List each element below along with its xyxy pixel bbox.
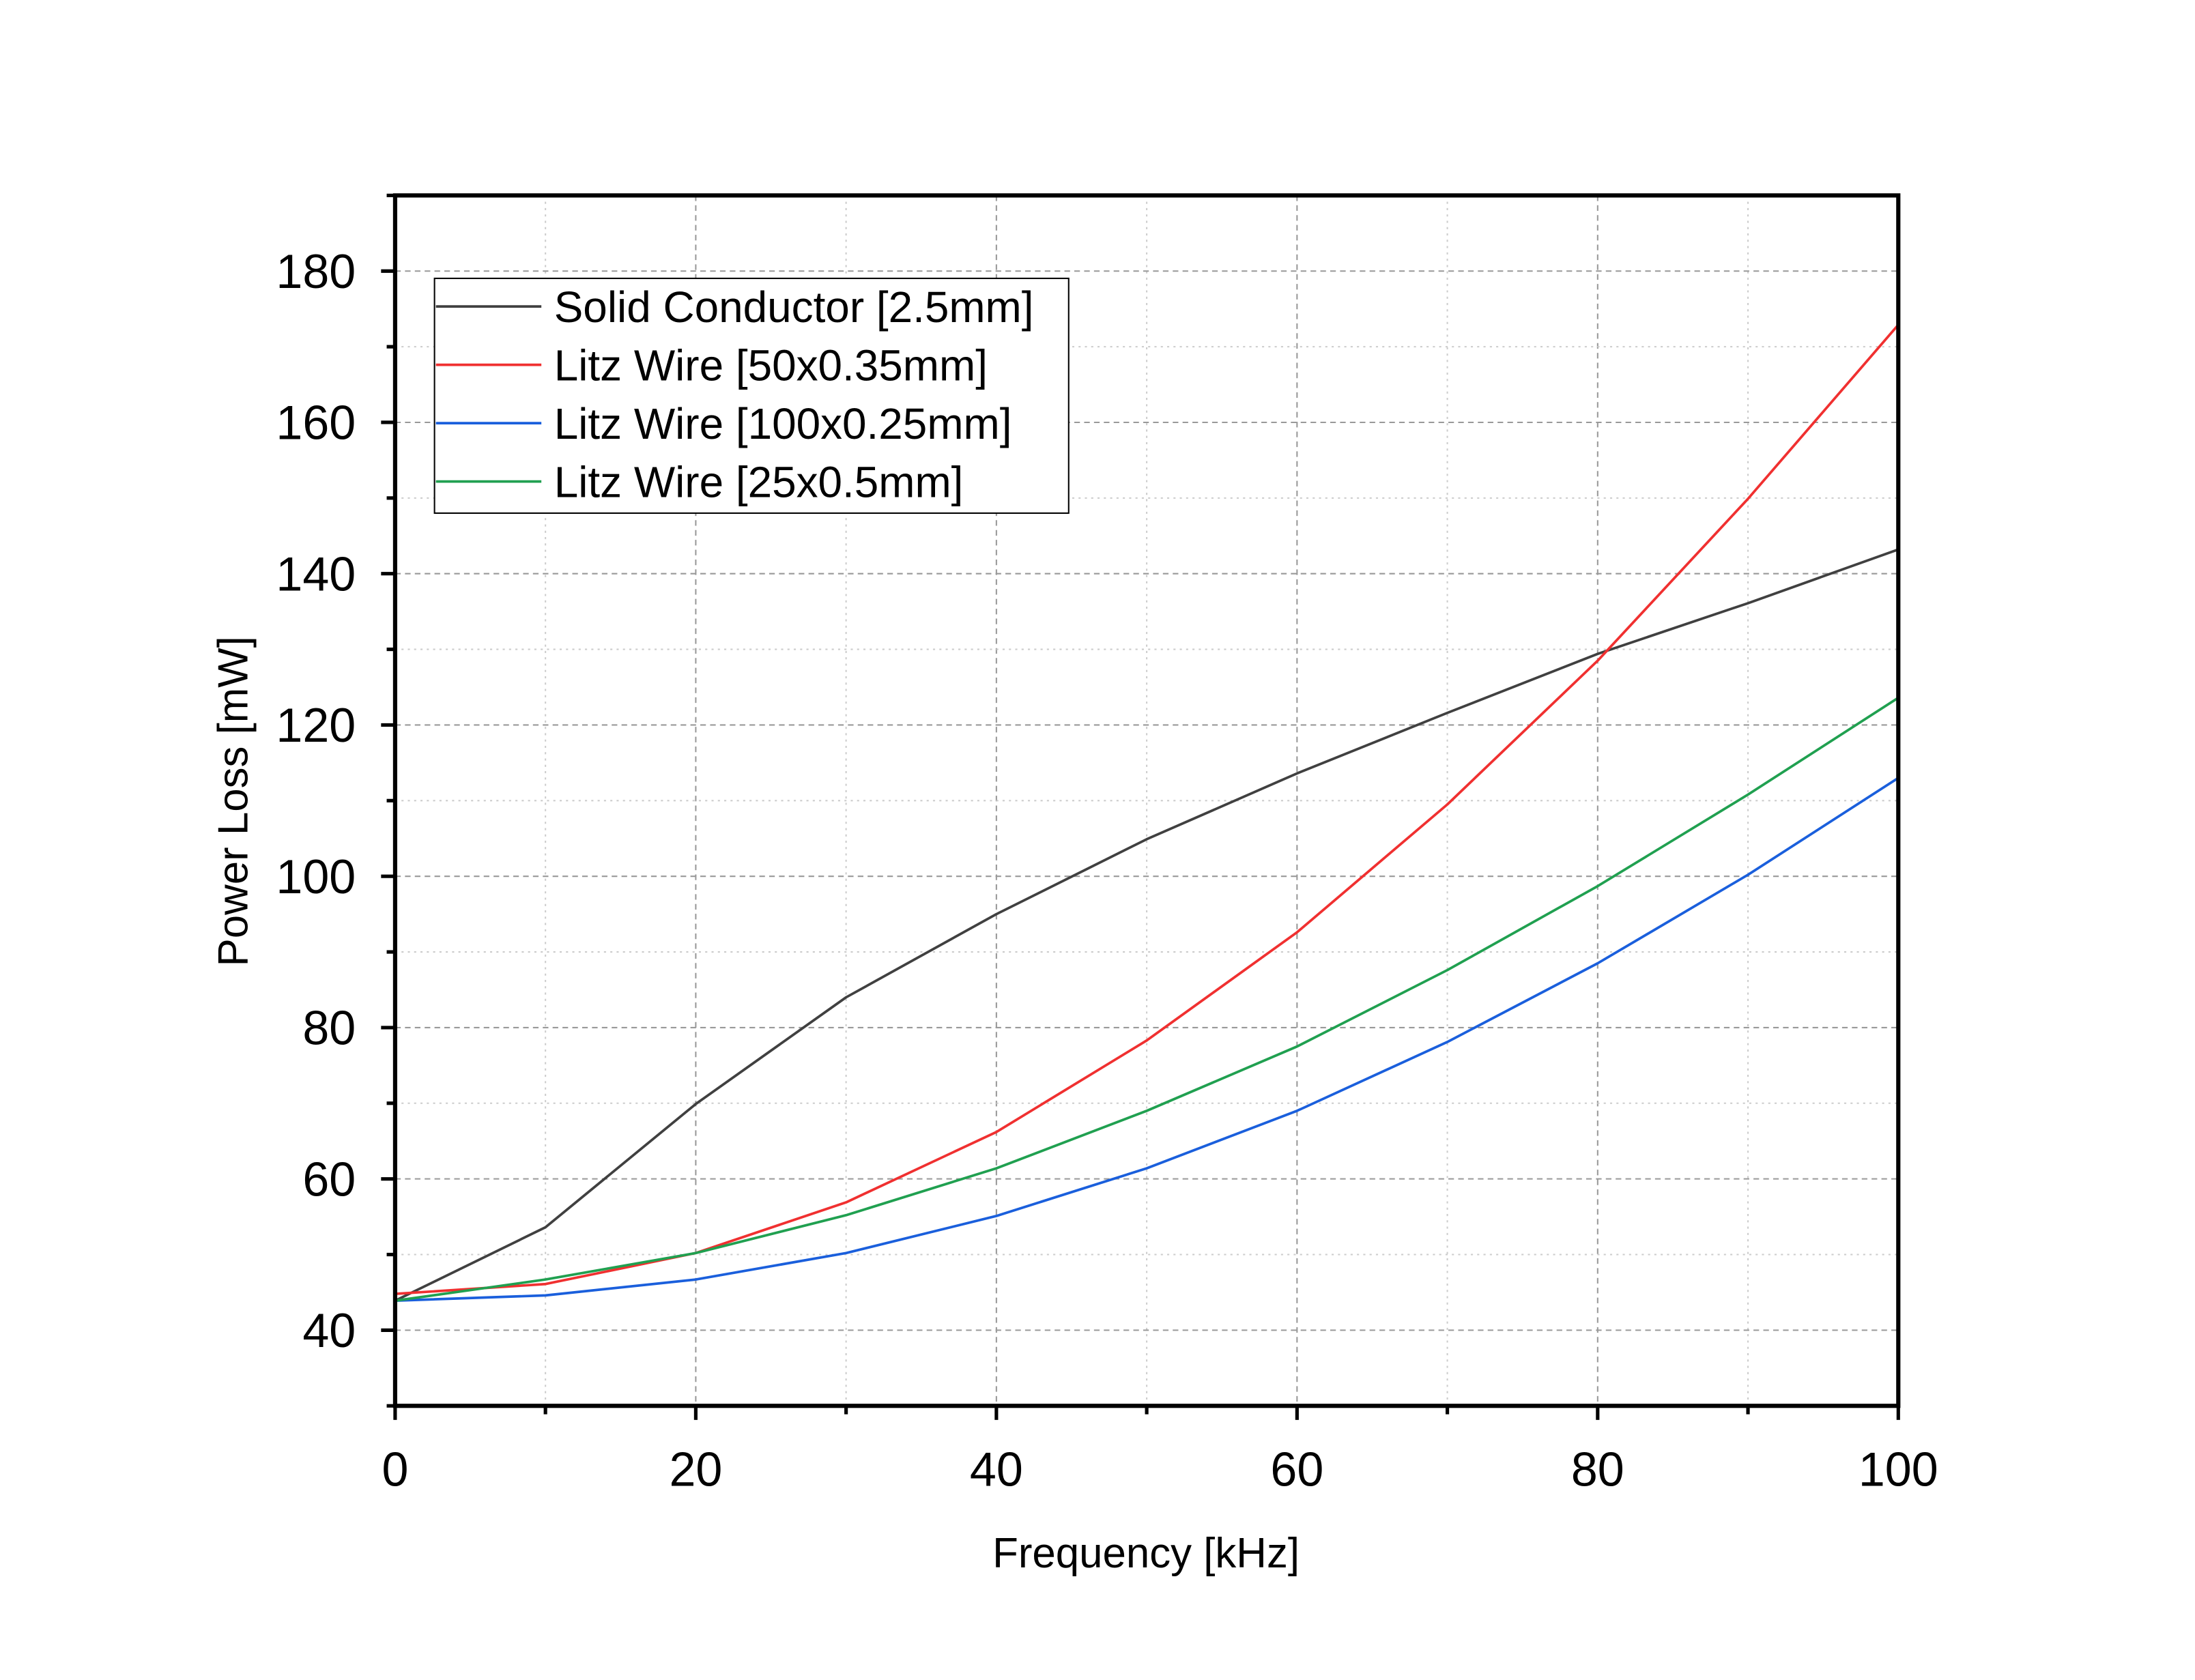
series-line-0	[394, 548, 1899, 1302]
x-tick-label: 0	[382, 1443, 408, 1496]
y-tick-label: 80	[302, 1002, 356, 1055]
x-tick-label: 20	[669, 1443, 722, 1496]
y-tick-label: 160	[276, 396, 356, 450]
legend-box	[433, 277, 1070, 515]
x-axis-label: Frequency [kHz]	[992, 1530, 1300, 1577]
legend-label-1: Litz Wire [50x0.35mm]	[554, 341, 988, 390]
series-line-2	[394, 777, 1899, 1302]
legend-label-0: Solid Conductor [2.5mm]	[554, 283, 1034, 332]
y-tick-label: 180	[276, 245, 356, 298]
y-tick-label: 60	[302, 1153, 356, 1206]
x-tick-label: 80	[1571, 1443, 1624, 1496]
x-tick-label: 60	[1270, 1443, 1323, 1496]
y-axis-label: Power Loss [mW]	[210, 636, 257, 966]
legend-label-3: Litz Wire [25x0.5mm]	[554, 457, 964, 506]
y-tick-label: 120	[276, 699, 356, 752]
y-tick-label: 40	[302, 1304, 356, 1357]
axis-ticks: 0 20 40 60 80 100 40 60 80 100 120 140 160 180	[276, 193, 1938, 1496]
y-tick-label: 100	[276, 850, 356, 903]
legend-label-2: Litz Wire [100x0.25mm]	[554, 399, 1012, 448]
series-line-1	[394, 323, 1899, 1296]
x-tick-label: 40	[970, 1443, 1023, 1496]
y-tick-label: 140	[276, 547, 356, 600]
series-lines	[394, 323, 1899, 1302]
series-line-3	[394, 696, 1899, 1302]
x-tick-label: 100	[1859, 1443, 1938, 1496]
legend: Solid Conductor [2.5mm] Litz Wire [50x0.3…	[433, 277, 1070, 515]
